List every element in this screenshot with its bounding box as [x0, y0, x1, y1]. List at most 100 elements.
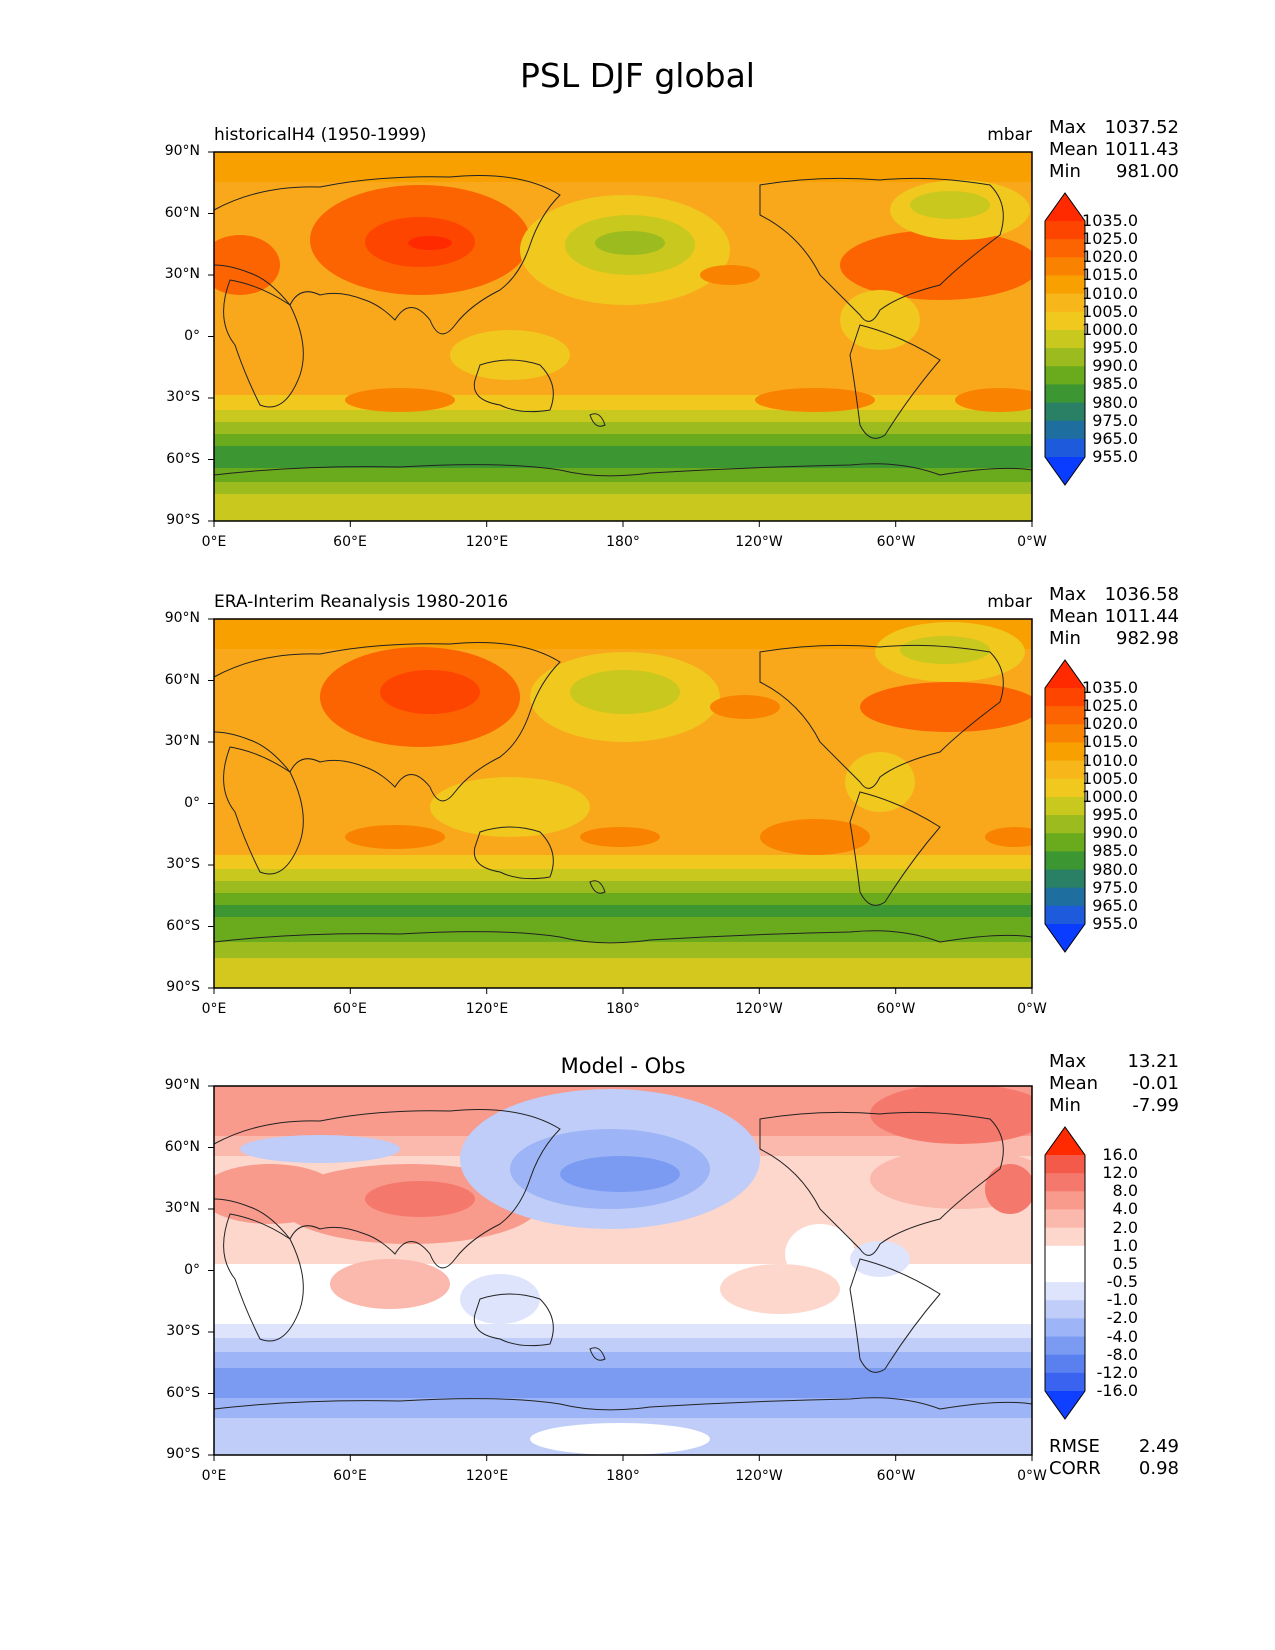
colorbar-swatch	[1045, 384, 1085, 404]
colorbar-outline	[1044, 192, 1086, 486]
colorbar-tick-label: 4.0	[1112, 1199, 1138, 1219]
colorbar-swatch	[1045, 1300, 1085, 1319]
lon-tick-label: 0°E	[201, 1468, 227, 1484]
colorbar-tick-label: 985.0	[1092, 374, 1138, 394]
colorbar-tick-label: 1020.0	[1082, 247, 1138, 267]
colorbar-tick-label: 1015.0	[1082, 265, 1138, 285]
contour-band	[214, 942, 1032, 958]
lon-tick-label: 120°E	[465, 534, 509, 550]
contour-band	[214, 1324, 1032, 1338]
stat-label: Min	[1049, 161, 1081, 182]
contour-band	[214, 855, 1032, 869]
stat-label: Max	[1049, 1051, 1087, 1072]
stat-max: 13.21	[1127, 1051, 1179, 1072]
lat-tick-label: 60°N	[164, 1139, 200, 1155]
colorbar-tick-label: 1020.0	[1082, 714, 1138, 734]
stat-label: Mean	[1049, 139, 1099, 160]
lat-tick-label: 30°S	[166, 1323, 200, 1339]
colorbar-tick-label: 995.0	[1092, 338, 1138, 358]
coastlines	[213, 642, 1033, 944]
map-diff	[208, 1085, 1033, 1461]
colorbar-swatch	[1045, 221, 1085, 240]
lon-ticks	[213, 1455, 1033, 1461]
stat-label: Max	[1049, 584, 1087, 605]
colorbar-tick-label: 1010.0	[1082, 750, 1138, 770]
colorbar-swatch	[1045, 311, 1085, 331]
colorbar-swatch	[1045, 760, 1085, 780]
colorbar-swatch	[1045, 851, 1085, 871]
lat-tick-label: 30°N	[164, 266, 200, 282]
coastlines	[213, 175, 1033, 477]
stat-label: Mean	[1049, 606, 1099, 627]
figure-title: PSL DJF global	[520, 56, 755, 95]
contour-band	[214, 1368, 1032, 1398]
colorbar-tick-label: -1.0	[1106, 1290, 1138, 1310]
lon-tick-label: 0°W	[1017, 534, 1047, 550]
lon-tick-label: 60°E	[333, 1001, 367, 1017]
colorbar-swatch	[1045, 1173, 1085, 1192]
contour-band	[214, 422, 1032, 434]
map-model	[208, 151, 1033, 527]
stats-box: Max 1036.58 Mean 1011.44 Min 982.98	[1049, 584, 1179, 650]
lon-tick-label: 0°W	[1017, 1468, 1047, 1484]
units-label: mbar	[987, 592, 1032, 612]
colorbar-tick-label: 1010.0	[1082, 283, 1138, 303]
stats-box: Max 1037.52 Mean 1011.43 Min 981.00	[1049, 117, 1179, 183]
stat-label: Mean	[1049, 1073, 1099, 1094]
colorbar-swatch	[1045, 1282, 1085, 1301]
lat-tick-label: 30°N	[164, 733, 200, 749]
colorbar-tick-label: 975.0	[1092, 877, 1138, 897]
contour-band	[214, 893, 1032, 905]
lat-tick-label: 90°S	[166, 512, 200, 528]
colorbar-swatch	[1045, 1155, 1085, 1174]
stat-label: Min	[1049, 628, 1081, 649]
stat-max: 1037.52	[1104, 117, 1179, 138]
contour-band	[214, 1338, 1032, 1352]
colorbar-tick-label: -12.0	[1096, 1362, 1138, 1382]
lat-tick-label: 0°	[184, 328, 200, 344]
lat-tick-label: 60°S	[166, 1385, 200, 1401]
colorbar-swatch	[1045, 1318, 1085, 1338]
colorbar-swatch	[1045, 778, 1085, 798]
units-label: mbar	[987, 125, 1032, 145]
contour-band	[214, 152, 1032, 182]
lon-tick-label: 60°W	[876, 534, 916, 550]
azores-high	[860, 682, 1032, 732]
lon-tick-label: 120°W	[735, 1468, 783, 1484]
colorbar-tick-label: 955.0	[1092, 447, 1138, 466]
lon-tick-label: 0°E	[201, 534, 227, 550]
stat-min: 981.00	[1116, 161, 1179, 182]
colorbar-swatch	[1045, 869, 1085, 889]
colorbar-tick-label: 975.0	[1092, 410, 1138, 430]
colorbar-tick-label: 980.0	[1092, 859, 1138, 879]
lat-tick-label: 60°S	[166, 918, 200, 934]
contour-band	[214, 494, 1032, 521]
colorbar-tick-label: 1035.0	[1082, 211, 1138, 230]
colorbar-swatch	[1045, 905, 1085, 925]
colorbar-extend-min	[1045, 1391, 1085, 1419]
contour-band	[214, 917, 1032, 942]
colorbar-swatch	[1045, 1263, 1085, 1283]
colorbar-extend-max	[1045, 1127, 1085, 1155]
lon-tick-label: 0°W	[1017, 1001, 1047, 1017]
stat-label: Min	[1049, 1095, 1081, 1116]
lat-ticks	[208, 151, 214, 522]
colorbar-tick-label: 965.0	[1092, 428, 1138, 448]
contour-band	[214, 869, 1032, 881]
contour-band	[214, 482, 1032, 494]
colorbar-tick-label: 1005.0	[1082, 301, 1138, 321]
lat-ticks	[208, 618, 214, 989]
colorbar-tick-label: 980.0	[1092, 392, 1138, 412]
corr-value: 0.98	[1138, 1458, 1179, 1479]
colorbar-tick-label: 1025.0	[1082, 696, 1138, 716]
colorbar	[1044, 192, 1086, 486]
rmse-value: 2.49	[1138, 1436, 1179, 1457]
colorbar-tick-label: 1.0	[1112, 1235, 1138, 1255]
corr-label: CORR	[1049, 1458, 1101, 1479]
coastlines	[213, 1109, 1033, 1411]
colorbar-extend-max	[1045, 660, 1085, 688]
colorbar-tick-label: 1000.0	[1082, 786, 1138, 806]
colorbar-swatch	[1045, 293, 1085, 313]
colorbar-tick-label: 965.0	[1092, 895, 1138, 915]
lat-ticks	[208, 1085, 214, 1456]
